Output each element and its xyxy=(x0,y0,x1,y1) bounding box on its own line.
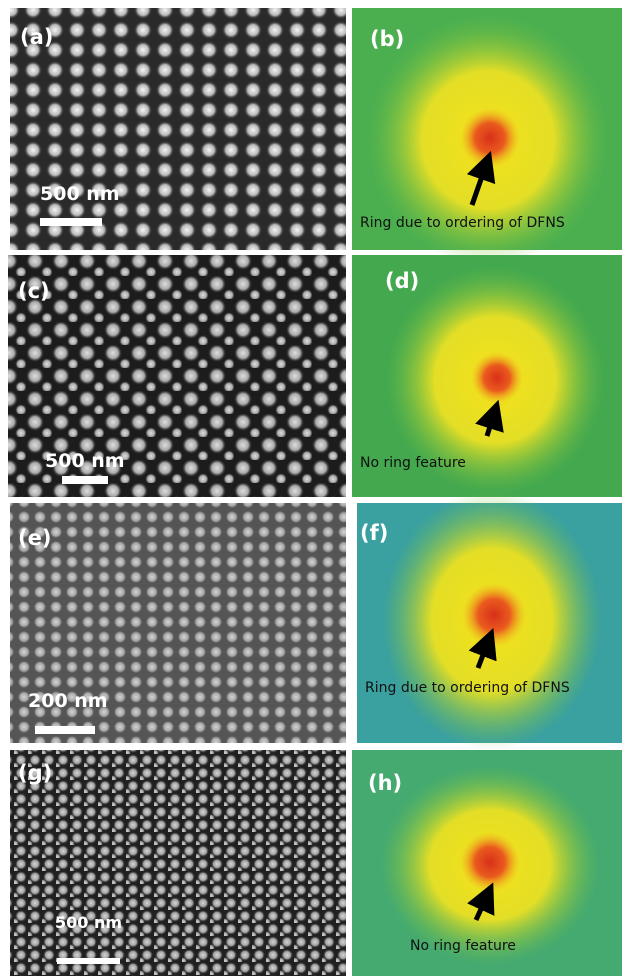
scale-bar xyxy=(62,476,108,484)
fft-ring xyxy=(462,583,526,647)
sem-texture xyxy=(10,8,346,250)
fft-ring xyxy=(460,108,520,168)
panel-label: (e) xyxy=(18,526,51,550)
scale-bar xyxy=(40,218,102,226)
panel-label: (a) xyxy=(20,25,53,49)
panel-label: (h) xyxy=(368,771,402,795)
annotation: No ring feature xyxy=(360,455,466,471)
annotation: Ring due to ordering of DFNS xyxy=(360,215,565,231)
fft-ring xyxy=(460,832,520,892)
sem-texture xyxy=(10,750,346,976)
annotation: Ring due to ordering of DFNS xyxy=(365,680,570,696)
fft-ring xyxy=(471,352,523,404)
scale-label: 500 nm xyxy=(45,450,125,472)
panel-label: (d) xyxy=(385,269,419,293)
scale-bar xyxy=(57,958,120,964)
panel-label: (f) xyxy=(360,521,388,545)
panel-label: (c) xyxy=(18,279,50,303)
scale-label: 500 nm xyxy=(55,913,122,932)
figure: (a) (b) (c) (d) (e) (f) (g) (h) 500 nm 5… xyxy=(0,0,630,976)
annotation: No ring feature xyxy=(410,938,516,954)
scale-label: 200 nm xyxy=(28,690,108,712)
scale-label: 500 nm xyxy=(40,183,120,205)
panel-label: (b) xyxy=(370,27,404,51)
scale-bar xyxy=(35,726,95,734)
fft-panel xyxy=(357,490,622,750)
panel-label: (g) xyxy=(18,761,52,785)
